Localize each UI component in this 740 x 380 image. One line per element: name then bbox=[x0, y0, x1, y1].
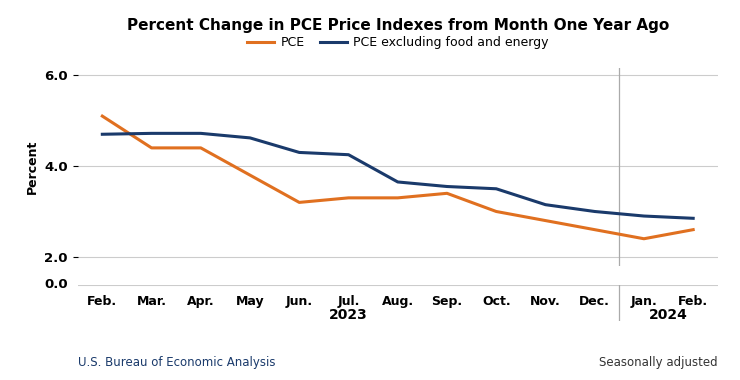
Text: Jul.: Jul. bbox=[337, 295, 360, 308]
Text: Jan.: Jan. bbox=[630, 295, 657, 308]
Text: 2024: 2024 bbox=[649, 307, 688, 321]
Text: Jun.: Jun. bbox=[286, 295, 313, 308]
Y-axis label: Percent: Percent bbox=[26, 140, 38, 195]
Text: Apr.: Apr. bbox=[187, 295, 215, 308]
Legend: PCE, PCE excluding food and energy: PCE, PCE excluding food and energy bbox=[242, 31, 554, 54]
Text: Oct.: Oct. bbox=[482, 295, 511, 308]
Text: Nov.: Nov. bbox=[530, 295, 561, 308]
Text: Feb.: Feb. bbox=[87, 295, 118, 308]
Text: Seasonally adjusted: Seasonally adjusted bbox=[599, 356, 718, 369]
Text: Mar.: Mar. bbox=[137, 295, 166, 308]
Text: U.S. Bureau of Economic Analysis: U.S. Bureau of Economic Analysis bbox=[78, 356, 275, 369]
Text: Aug.: Aug. bbox=[382, 295, 414, 308]
Text: 0.0: 0.0 bbox=[44, 279, 68, 291]
Title: Percent Change in PCE Price Indexes from Month One Year Ago: Percent Change in PCE Price Indexes from… bbox=[127, 17, 669, 33]
Text: Sep.: Sep. bbox=[431, 295, 462, 308]
Text: May: May bbox=[236, 295, 264, 308]
Text: Dec.: Dec. bbox=[579, 295, 610, 308]
Text: Feb.: Feb. bbox=[678, 295, 708, 308]
Text: 2023: 2023 bbox=[329, 307, 368, 321]
